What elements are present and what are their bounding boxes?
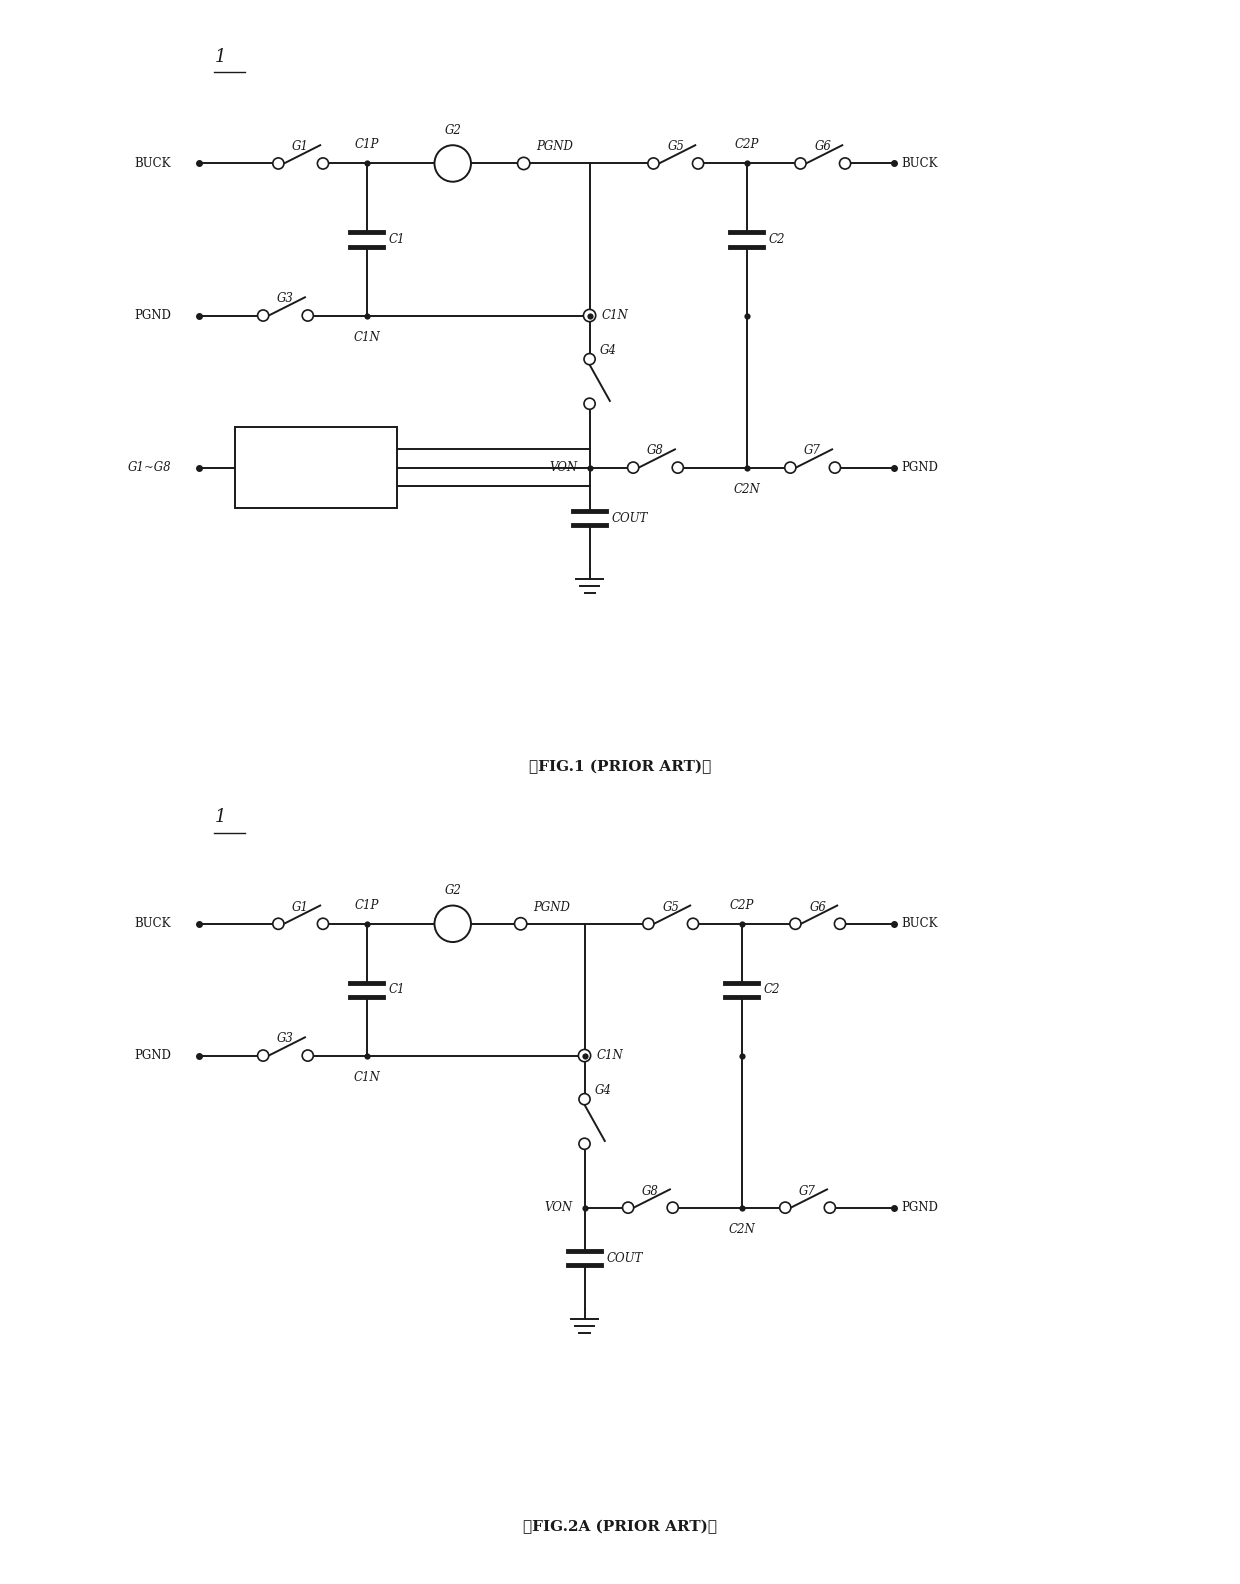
Text: G8: G8 (642, 1185, 658, 1198)
Text: PGND: PGND (536, 141, 573, 154)
Circle shape (303, 310, 314, 322)
Circle shape (578, 1050, 590, 1061)
Circle shape (835, 919, 846, 930)
Text: PGND: PGND (901, 1201, 939, 1215)
Text: COUT: COUT (606, 1251, 644, 1266)
Circle shape (579, 1093, 590, 1104)
Text: G6: G6 (815, 141, 831, 154)
Text: C1P: C1P (355, 138, 378, 152)
Text: PGND: PGND (134, 309, 171, 322)
Circle shape (317, 158, 329, 169)
Text: CON: CON (299, 456, 332, 470)
Circle shape (692, 158, 703, 169)
Circle shape (515, 917, 527, 930)
Circle shape (434, 146, 471, 182)
Circle shape (434, 906, 471, 942)
Text: C1P: C1P (355, 898, 378, 912)
Text: G8: G8 (647, 445, 663, 458)
Text: BUCK: BUCK (901, 917, 939, 930)
Text: G3: G3 (277, 293, 294, 306)
Bar (234, 428, 397, 508)
Circle shape (790, 919, 801, 930)
Circle shape (642, 919, 653, 930)
Circle shape (584, 398, 595, 409)
Text: C2: C2 (769, 233, 785, 246)
Text: G2: G2 (444, 884, 461, 898)
Text: C1N: C1N (601, 309, 629, 322)
Circle shape (830, 463, 841, 474)
Circle shape (839, 158, 851, 169)
Circle shape (517, 157, 529, 169)
Text: G7: G7 (799, 1185, 816, 1198)
Text: C1N: C1N (353, 1071, 379, 1083)
Circle shape (825, 1202, 836, 1213)
Circle shape (584, 309, 595, 322)
Text: G1: G1 (293, 141, 309, 154)
Text: 1: 1 (215, 48, 226, 67)
Circle shape (258, 1050, 269, 1061)
Circle shape (303, 1050, 314, 1061)
Text: PGND: PGND (533, 901, 569, 914)
Text: G5: G5 (662, 901, 680, 914)
Text: G5: G5 (667, 141, 684, 154)
Text: VON: VON (544, 1201, 573, 1215)
Text: C2N: C2N (733, 483, 760, 496)
Text: BUCK: BUCK (134, 917, 171, 930)
Circle shape (273, 919, 284, 930)
Text: VON: VON (549, 461, 578, 474)
Text: G6: G6 (810, 901, 826, 914)
Text: G1~G8: G1~G8 (128, 461, 171, 474)
Circle shape (672, 463, 683, 474)
Circle shape (647, 158, 658, 169)
Text: C1N: C1N (596, 1049, 624, 1063)
Circle shape (780, 1202, 791, 1213)
Text: C2P: C2P (734, 138, 759, 152)
Text: BUCK: BUCK (901, 157, 939, 169)
Circle shape (687, 919, 698, 930)
Text: 1: 1 (215, 808, 226, 827)
Text: C2: C2 (764, 984, 780, 996)
Text: C1: C1 (389, 984, 405, 996)
Circle shape (795, 158, 806, 169)
Text: PGND: PGND (901, 461, 939, 474)
Circle shape (622, 1202, 634, 1213)
Text: C1: C1 (389, 233, 405, 246)
Circle shape (785, 463, 796, 474)
Circle shape (627, 463, 639, 474)
Text: C2N: C2N (728, 1223, 755, 1236)
Text: 【FIG.2A (PRIOR ART)】: 【FIG.2A (PRIOR ART)】 (523, 1521, 717, 1533)
Circle shape (258, 310, 269, 322)
Text: 【FIG.1 (PRIOR ART)】: 【FIG.1 (PRIOR ART)】 (529, 760, 711, 773)
Text: G4: G4 (595, 1083, 611, 1098)
Text: G3: G3 (277, 1033, 294, 1045)
Text: G2: G2 (444, 124, 461, 138)
Text: G4: G4 (600, 344, 616, 356)
Text: C1N: C1N (353, 331, 379, 344)
Text: PGND: PGND (134, 1049, 171, 1063)
Circle shape (579, 1139, 590, 1150)
Text: G1: G1 (293, 901, 309, 914)
Text: COUT: COUT (611, 512, 649, 524)
Text: G7: G7 (805, 445, 821, 458)
Circle shape (667, 1202, 678, 1213)
Text: C2P: C2P (729, 898, 754, 912)
Circle shape (584, 353, 595, 364)
Text: BUCK: BUCK (134, 157, 171, 169)
Circle shape (317, 919, 329, 930)
Circle shape (273, 158, 284, 169)
